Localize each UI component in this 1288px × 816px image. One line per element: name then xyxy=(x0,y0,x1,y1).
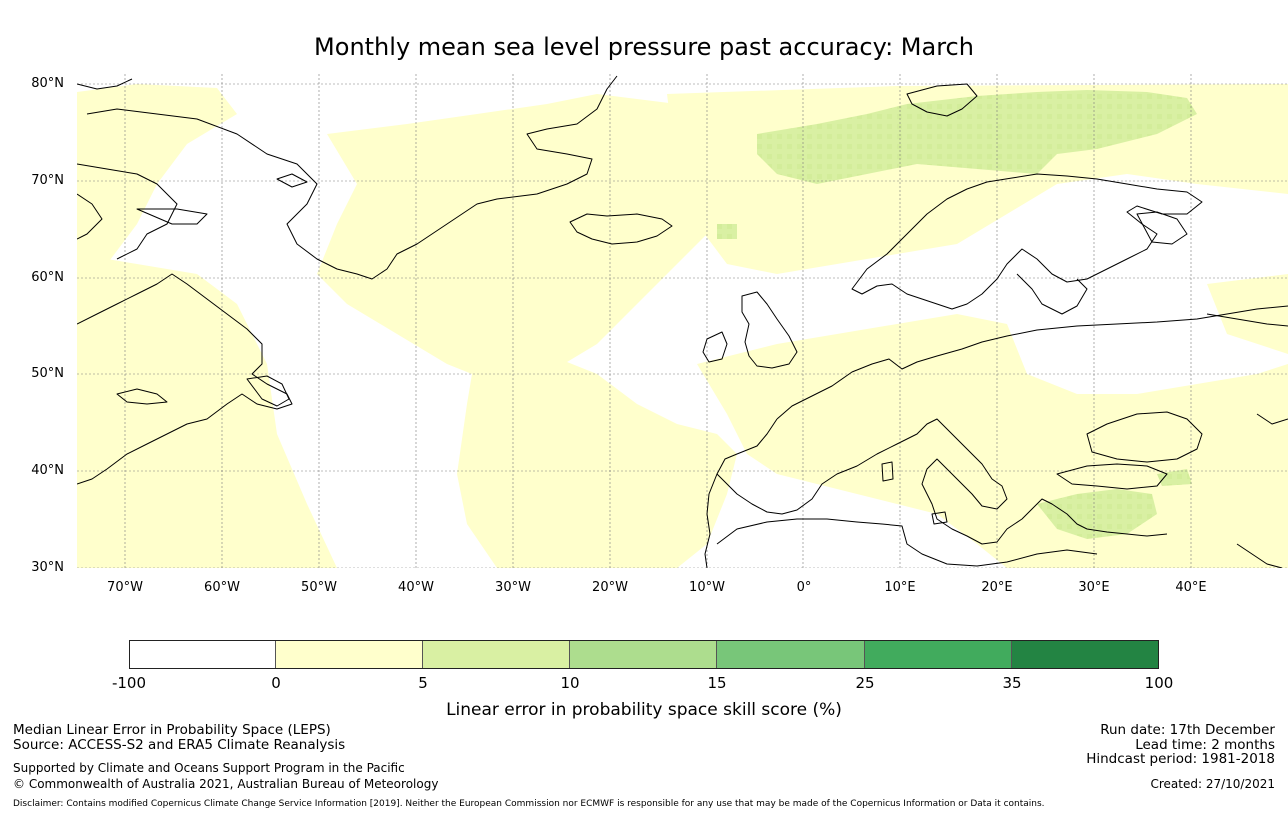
skill-class-5-10-regions xyxy=(717,90,1197,539)
footer-copyright: © Commonwealth of Australia 2021, Austra… xyxy=(13,777,439,791)
colorbar-segment-neg100-0 xyxy=(129,640,276,669)
lon-label-10w: 10°W xyxy=(689,580,725,595)
colorbar-segment-25-35 xyxy=(865,640,1012,669)
footer-created: Created: 27/10/2021 xyxy=(1150,777,1275,791)
footer-lead-time: Lead time: 2 months xyxy=(1135,737,1275,753)
colorbar xyxy=(129,640,1159,669)
colorbar-tick-label: -100 xyxy=(111,674,147,692)
lon-label-30w: 30°W xyxy=(495,580,531,595)
coastlines xyxy=(77,75,1288,568)
footer-source: Source: ACCESS-S2 and ERA5 Climate Reana… xyxy=(13,737,346,753)
colorbar-tick-label: 100 xyxy=(1144,674,1174,692)
colorbar-segment-10-15 xyxy=(570,640,717,669)
lat-label-30n: 30°N xyxy=(31,560,64,575)
colorbar-segment-35-100 xyxy=(1012,640,1159,669)
colorbar-label: Linear error in probability space skill … xyxy=(446,700,842,720)
colorbar-segment-0-5 xyxy=(276,640,423,669)
lon-label-30e: 30°E xyxy=(1078,580,1110,595)
lon-label-10e: 10°E xyxy=(884,580,916,595)
footer-metric: Median Linear Error in Probability Space… xyxy=(13,722,331,738)
colorbar-tick-label: 5 xyxy=(418,674,428,692)
lat-label-70n: 70°N xyxy=(31,173,64,188)
lon-label-50w: 50°W xyxy=(301,580,337,595)
colorbar-tick-label: 25 xyxy=(855,674,875,692)
colorbar-frame xyxy=(129,640,1159,669)
lat-label-80n: 80°N xyxy=(31,76,64,91)
footer-run-date: Run date: 17th December xyxy=(1100,722,1275,738)
footer-disclaimer: Disclaimer: Contains modified Copernicus… xyxy=(13,799,1045,809)
colorbar-segment-5-10 xyxy=(423,640,570,669)
footer-hindcast: Hindcast period: 1981-2018 xyxy=(1086,751,1275,767)
skill-map xyxy=(77,74,1288,568)
lon-label-40w: 40°W xyxy=(398,580,434,595)
chart-title: Monthly mean sea level pressure past acc… xyxy=(314,33,974,61)
graticule xyxy=(77,74,1288,568)
lon-label-20e: 20°E xyxy=(981,580,1013,595)
colorbar-tick-label: 15 xyxy=(707,674,727,692)
lon-label-0: 0° xyxy=(796,580,812,595)
footer-support: Supported by Climate and Oceans Support … xyxy=(13,761,405,775)
lon-label-40e: 40°E xyxy=(1175,580,1207,595)
lon-label-60w: 60°W xyxy=(204,580,240,595)
lat-label-50n: 50°N xyxy=(31,366,64,381)
colorbar-tick-label: 35 xyxy=(1002,674,1022,692)
lat-label-60n: 60°N xyxy=(31,270,64,285)
lat-label-40n: 40°N xyxy=(31,463,64,478)
colorbar-tick-label: 0 xyxy=(271,674,281,692)
lon-label-70w: 70°W xyxy=(107,580,143,595)
colorbar-segment-15-25 xyxy=(717,640,865,669)
colorbar-tick-label: 10 xyxy=(560,674,580,692)
lon-label-20w: 20°W xyxy=(592,580,628,595)
